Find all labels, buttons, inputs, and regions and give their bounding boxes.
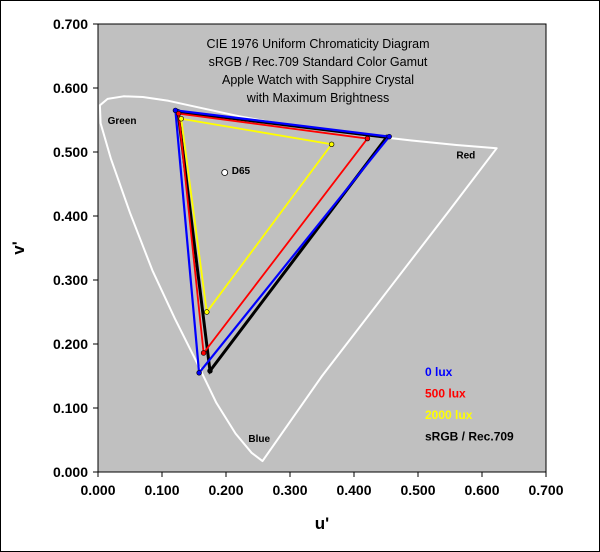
x-tick-label: 0.000 bbox=[80, 482, 115, 498]
x-tick-label: 0.500 bbox=[400, 482, 435, 498]
x-tick-label: 0.600 bbox=[464, 482, 499, 498]
data-point-500-lux-0 bbox=[175, 110, 182, 117]
data-point-0-lux-0 bbox=[172, 107, 179, 114]
region-label-blue: Blue bbox=[248, 434, 270, 445]
x-tick-label: 0.300 bbox=[272, 482, 307, 498]
legend-entry: sRGB / Rec.709 bbox=[425, 430, 514, 444]
y-tick-label: 0.400 bbox=[53, 208, 88, 224]
chart-title-line: CIE 1976 Uniform Chromaticity Diagram bbox=[207, 37, 430, 51]
data-point-0-lux-1 bbox=[386, 133, 392, 140]
chart-title-line: sRGB / Rec.709 Standard Color Gamut bbox=[209, 55, 428, 69]
y-tick-label: 0.100 bbox=[53, 400, 88, 416]
y-tick-label: 0.200 bbox=[53, 336, 88, 352]
x-tick-label: 0.700 bbox=[528, 482, 563, 498]
series-0-lux bbox=[172, 107, 392, 376]
data-point-2000-lux-2 bbox=[204, 309, 210, 315]
region-label-red: Red bbox=[456, 150, 475, 161]
series-line-500-lux bbox=[177, 112, 370, 356]
plot-area bbox=[97, 23, 547, 473]
chart-title-line: with Maximum Brightness bbox=[246, 91, 389, 105]
legend-entry: 2000 lux bbox=[425, 408, 473, 422]
data-point-500-lux-1 bbox=[364, 135, 371, 142]
series-line-0-lux bbox=[174, 109, 392, 376]
x-tick-label: 0.100 bbox=[144, 482, 179, 498]
legend-entry: 0 lux bbox=[425, 365, 453, 379]
y-axis-title: v' bbox=[9, 241, 28, 255]
series-line-2000-lux bbox=[180, 117, 334, 315]
y-tick-label: 0.000 bbox=[53, 464, 88, 480]
data-point-500-lux-2 bbox=[200, 350, 207, 356]
x-axis-title: u' bbox=[315, 514, 329, 533]
series-500-lux bbox=[175, 110, 371, 356]
chart-title-line: Apple Watch with Sapphire Crystal bbox=[222, 73, 414, 87]
data-point-2000-lux-0 bbox=[178, 116, 184, 122]
x-tick-label: 0.400 bbox=[336, 482, 371, 498]
region-label-green: Green bbox=[108, 116, 137, 127]
region-label-d65: D65 bbox=[232, 166, 251, 177]
y-tick-label: 0.500 bbox=[53, 144, 88, 160]
y-tick-label: 0.600 bbox=[53, 80, 88, 96]
spectral-locus-curve bbox=[98, 95, 498, 463]
x-tick-label: 0.200 bbox=[208, 482, 243, 498]
y-tick-label: 0.300 bbox=[53, 272, 88, 288]
data-point-srgb-rec-709-2 bbox=[207, 368, 213, 374]
legend-entry: 500 lux bbox=[425, 387, 466, 401]
data-point-0-lux-2 bbox=[196, 370, 202, 376]
white-point-marker bbox=[221, 169, 229, 176]
data-point-2000-lux-1 bbox=[328, 141, 335, 148]
y-tick-label: 0.700 bbox=[53, 16, 88, 32]
series-2000-lux bbox=[178, 116, 335, 315]
